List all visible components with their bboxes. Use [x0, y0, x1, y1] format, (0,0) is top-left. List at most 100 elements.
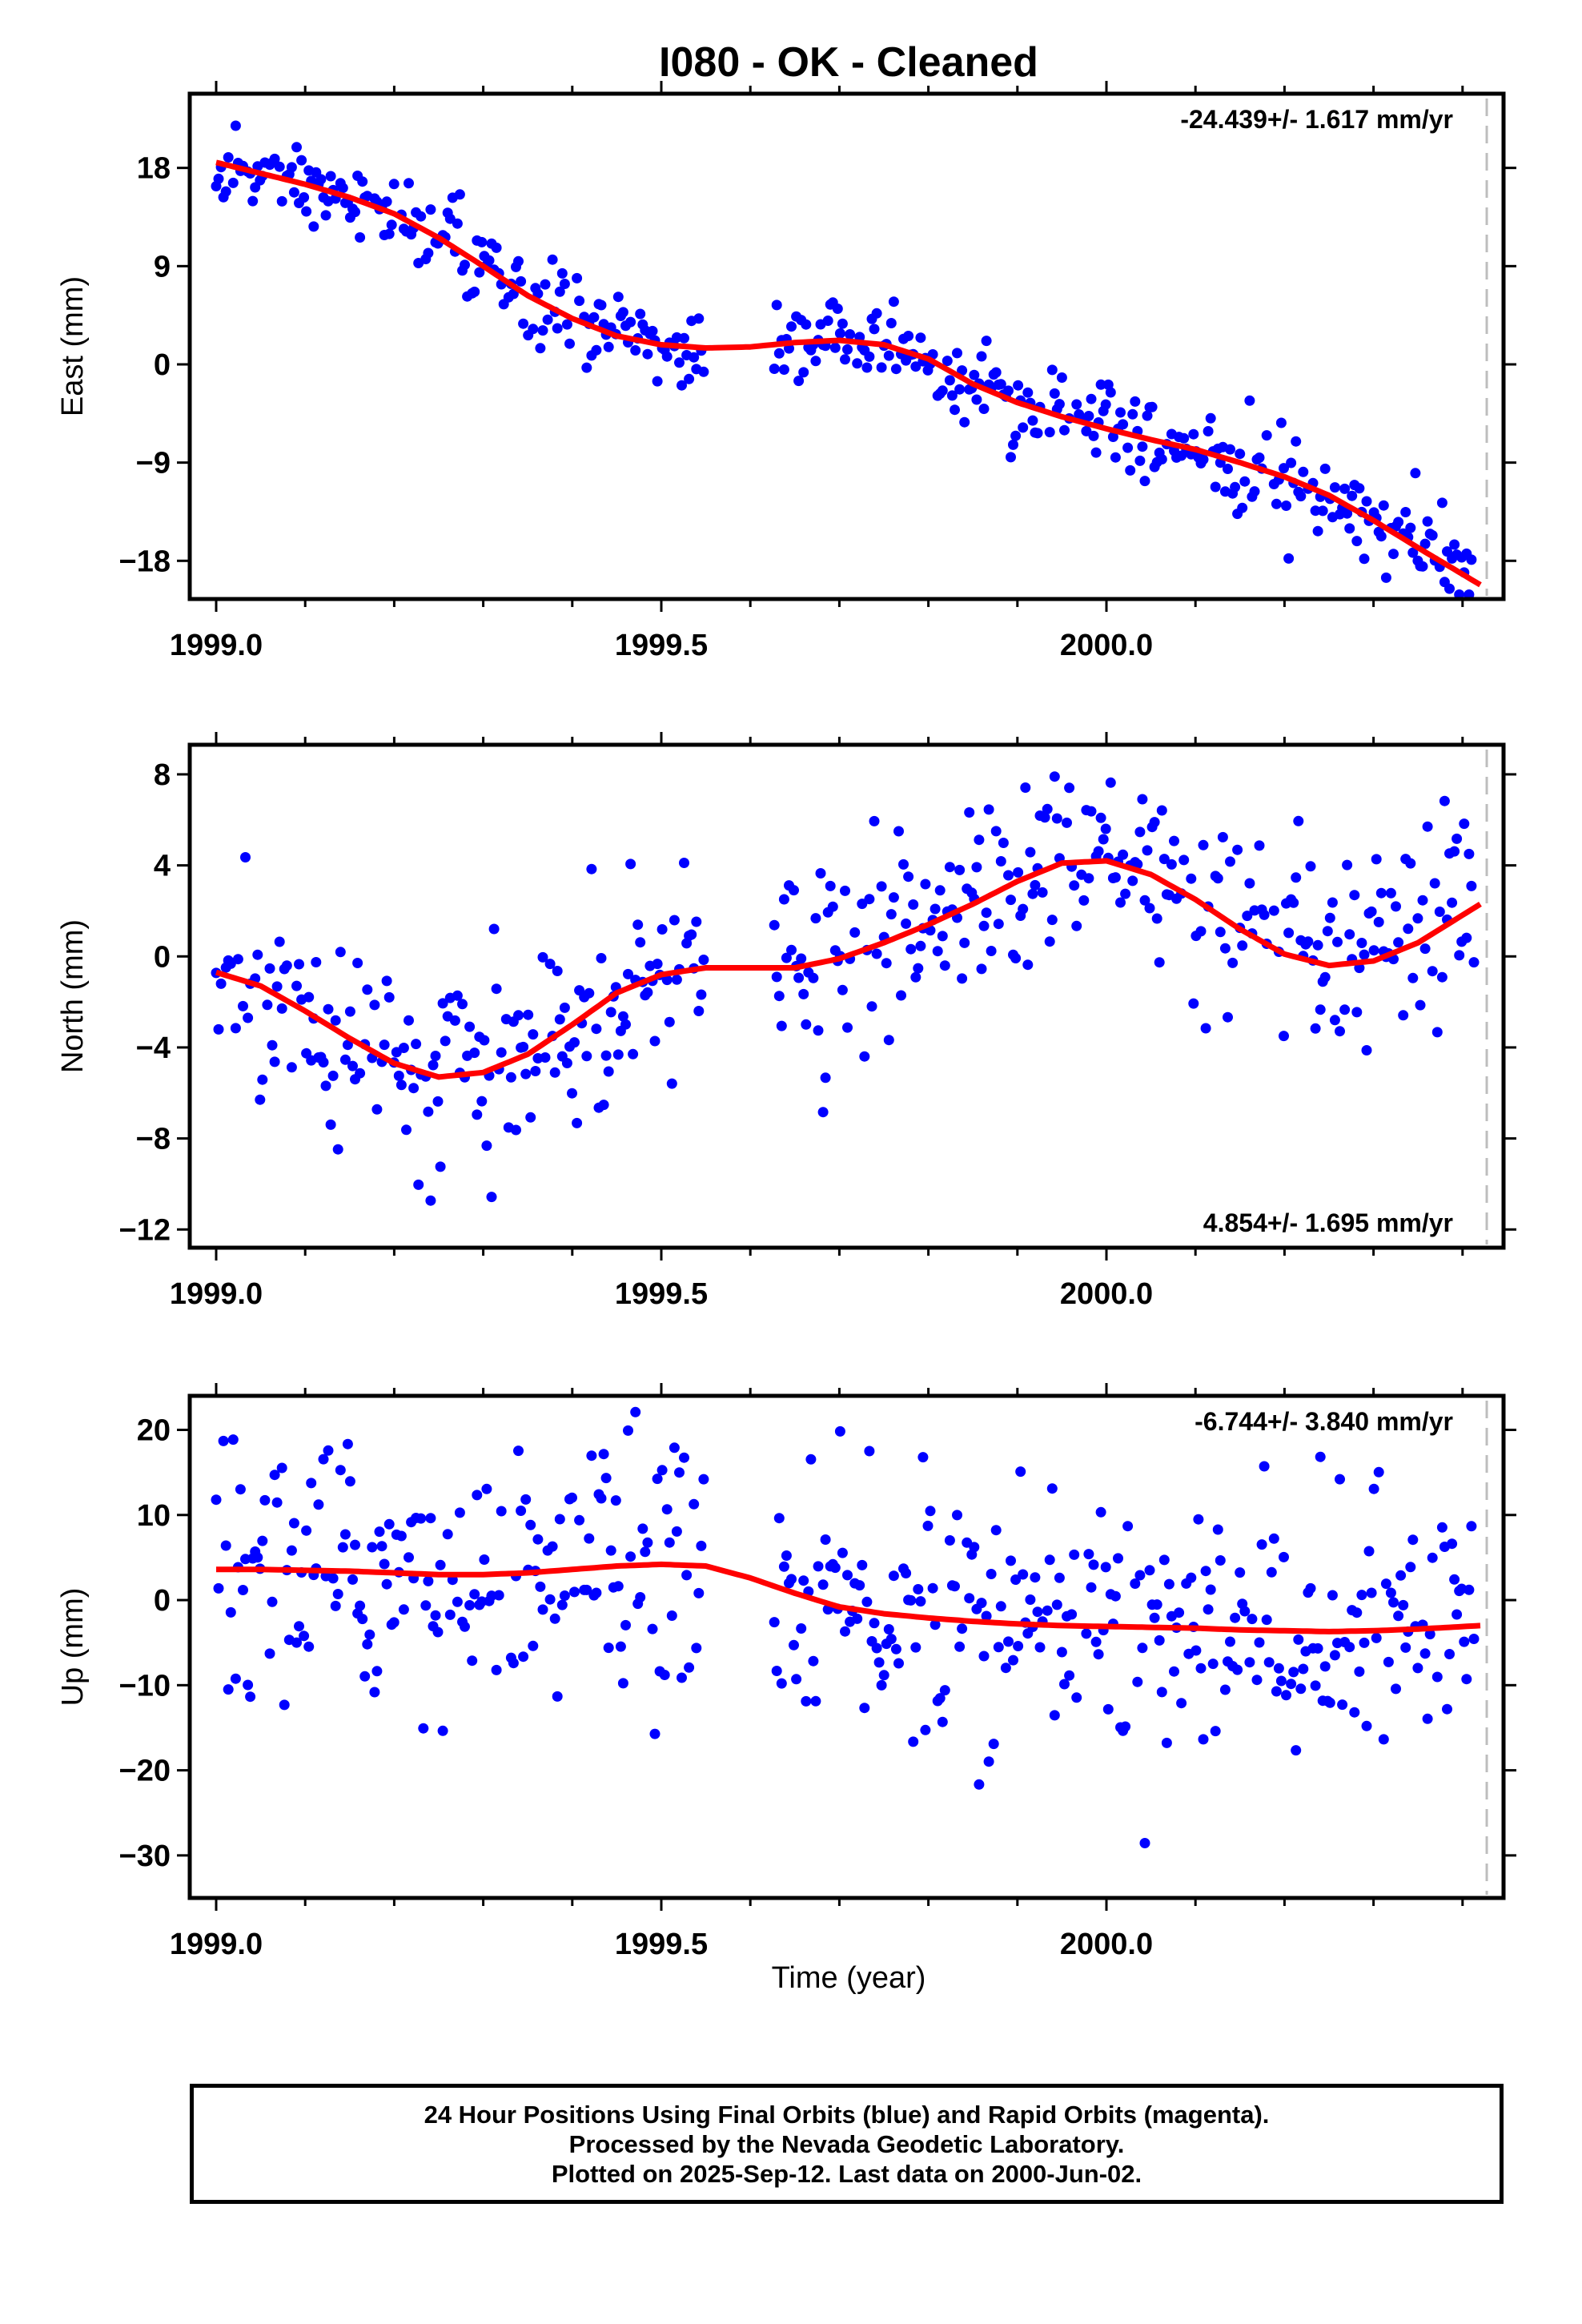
north-data-point	[876, 881, 887, 892]
east-data-point	[1378, 500, 1389, 511]
up-data-point	[1310, 1680, 1321, 1691]
north-data-point	[464, 1021, 476, 1032]
footer-line-processed-by: Processed by the Nevada Geodetic Laborat…	[568, 2129, 1125, 2158]
east-data-point	[693, 313, 705, 324]
north-data-point	[932, 946, 943, 957]
up-data-point	[537, 1604, 548, 1615]
east-data-point	[286, 162, 297, 173]
east-data-point	[383, 228, 395, 239]
up-data-point	[1442, 1703, 1452, 1715]
up-data-point	[681, 1570, 693, 1581]
up-data-point	[647, 1623, 658, 1634]
east-data-point	[1400, 507, 1411, 517]
north-data-point	[617, 1011, 628, 1022]
north-data-point	[379, 1039, 390, 1051]
north-data-point	[939, 960, 950, 971]
up-data-point	[396, 1530, 407, 1542]
east-data-point	[995, 379, 1006, 390]
up-data-point	[1254, 1637, 1265, 1648]
east-data-point	[1003, 385, 1014, 396]
up-data-point	[1366, 1587, 1377, 1598]
east-data-point	[969, 369, 980, 380]
up-data-point	[630, 1406, 641, 1417]
north-data-point	[930, 903, 941, 915]
north-data-point	[885, 909, 897, 920]
east-y-tick-label: 18	[137, 152, 171, 186]
north-data-point	[1042, 803, 1053, 814]
up-data-point	[1134, 1570, 1146, 1581]
up-data-point	[339, 1529, 351, 1540]
east-data-point	[1022, 387, 1034, 398]
north-data-point	[1095, 812, 1106, 823]
east-data-point	[559, 279, 570, 289]
east-data-point	[1239, 476, 1251, 487]
north-data-point	[888, 892, 899, 903]
north-data-point	[796, 953, 807, 964]
up-data-point	[922, 1520, 934, 1531]
up-data-point	[1003, 1636, 1014, 1647]
north-data-point	[1149, 817, 1160, 828]
east-data-point	[508, 288, 519, 300]
north-data-point	[625, 858, 636, 870]
east-data-point	[1008, 439, 1018, 450]
east-y-tick-label: −9	[136, 447, 171, 480]
east-data-point	[957, 365, 968, 376]
up-data-point	[813, 1561, 824, 1572]
east-data-point	[484, 255, 495, 266]
up-data-point	[1281, 1690, 1291, 1701]
north-velocity-label: 4.854+/- 1.695 mm/yr	[1203, 1208, 1453, 1237]
east-data-point	[642, 348, 653, 360]
east-data-point	[535, 343, 546, 354]
north-x-tick-label: 2000.0	[1060, 1277, 1153, 1311]
up-data-point	[323, 1445, 334, 1456]
up-y-axis-label: Up (mm)	[56, 1588, 90, 1707]
east-data-point	[1032, 428, 1043, 439]
north-data-point	[271, 981, 283, 992]
north-data-point	[1037, 887, 1048, 898]
east-y-tick-label: 0	[154, 348, 171, 382]
north-x-tick-label: 1999.0	[170, 1277, 263, 1311]
up-data-point	[371, 1666, 383, 1677]
north-data-point	[276, 1003, 287, 1014]
north-data-point	[413, 1179, 424, 1190]
up-data-point	[1161, 1737, 1172, 1748]
up-data-point	[267, 1596, 278, 1607]
north-data-point	[793, 972, 805, 983]
north-data-point	[554, 1014, 565, 1025]
up-data-point	[362, 1638, 373, 1650]
up-data-point	[981, 1610, 992, 1622]
up-data-point	[1385, 1587, 1396, 1598]
up-data-point	[801, 1695, 812, 1707]
up-data-point	[286, 1545, 297, 1556]
up-data-point	[469, 1589, 480, 1600]
up-data-point	[1388, 1597, 1399, 1608]
up-data-point	[854, 1580, 865, 1591]
up-data-point	[223, 1684, 234, 1695]
north-data-point	[311, 957, 322, 967]
up-data-point	[605, 1545, 616, 1556]
north-data-point	[1288, 897, 1299, 908]
up-data-point	[1315, 1451, 1326, 1462]
east-data-point	[1056, 372, 1067, 383]
up-data-point	[444, 1609, 456, 1620]
up-data-point	[871, 1642, 882, 1654]
up-data-point	[1261, 1614, 1272, 1626]
east-data-point	[842, 344, 853, 355]
up-data-point	[1349, 1707, 1360, 1718]
up-data-point	[1110, 1590, 1121, 1602]
east-data-point	[1244, 395, 1255, 406]
north-data-point	[976, 963, 987, 975]
up-data-point	[773, 1513, 785, 1524]
north-data-point	[362, 984, 373, 995]
east-data-point	[1146, 401, 1158, 412]
north-data-point	[1178, 854, 1190, 866]
north-data-point	[628, 1048, 639, 1059]
east-data-point	[885, 318, 897, 328]
up-data-point	[554, 1514, 565, 1525]
up-data-point	[905, 1594, 917, 1606]
up-data-point	[1393, 1610, 1404, 1622]
north-data-point	[452, 990, 463, 1001]
north-data-point	[1279, 1031, 1289, 1042]
north-data-point	[866, 1001, 877, 1012]
up-data-point	[1271, 1686, 1282, 1697]
